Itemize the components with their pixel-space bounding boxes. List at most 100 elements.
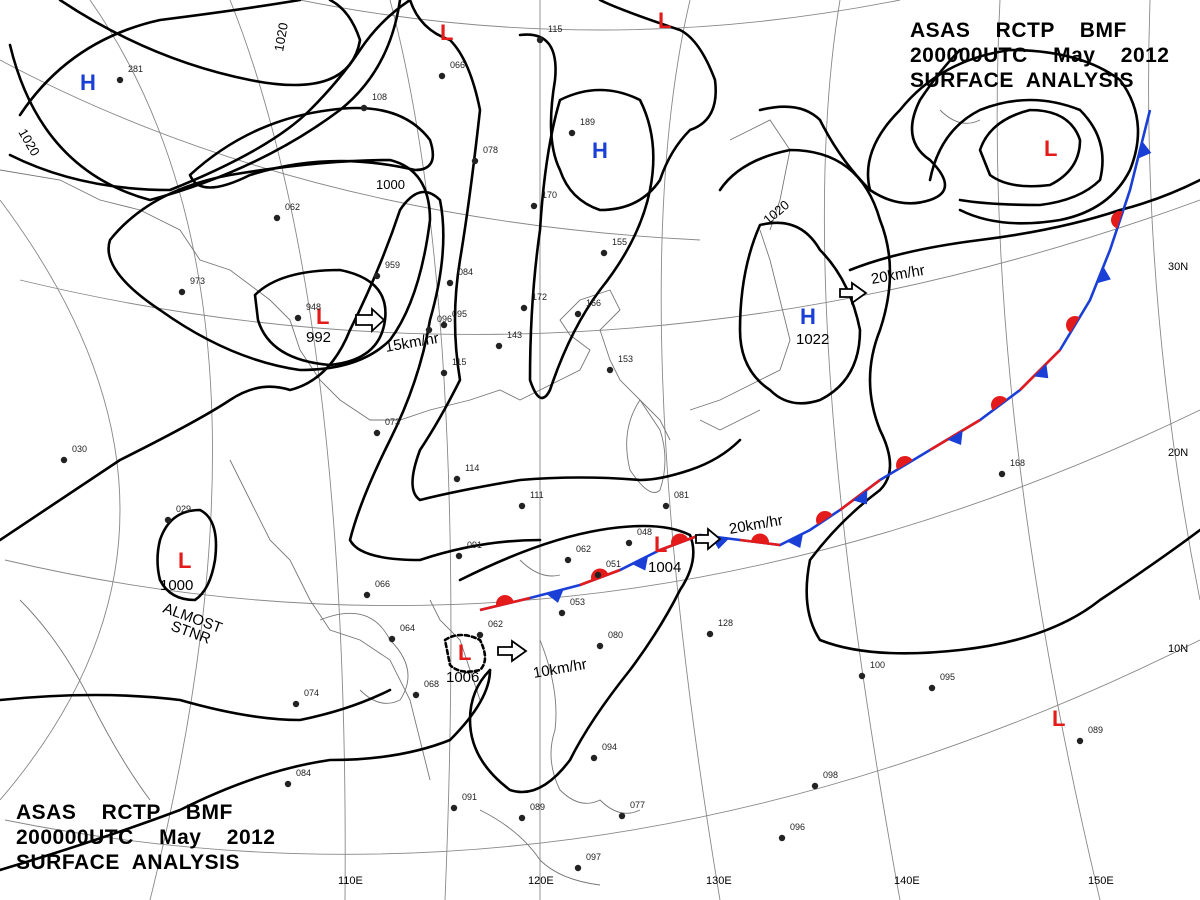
- station-pressure-value: 281: [128, 64, 143, 74]
- station-pressure-value: 066: [450, 60, 465, 70]
- station-symbol: [1076, 737, 1084, 745]
- station-pressure-value: 073: [385, 417, 400, 427]
- station-symbol: [425, 326, 433, 334]
- station-pressure-value: 115: [452, 357, 466, 367]
- motion-arrow: [695, 527, 722, 551]
- station-pressure-value: 091: [467, 540, 482, 550]
- motion-arrow: [497, 639, 528, 663]
- isobar: [8, 0, 412, 192]
- header-line-3: SURFACE ANALYSIS: [910, 69, 1134, 92]
- latitude-labels: 30N 20N 10N: [1168, 261, 1188, 655]
- station-symbol: [778, 834, 786, 842]
- isobar: [528, 88, 655, 400]
- station-symbol: [536, 36, 544, 44]
- station-symbol: [574, 310, 582, 318]
- station-pressure-value: 143: [507, 330, 522, 340]
- station-symbol: [412, 691, 420, 699]
- low-pressure-center: L: [654, 532, 667, 557]
- station-symbol: [440, 321, 448, 329]
- central-pressure-value: 1000: [160, 577, 193, 594]
- low-pressure-center: L: [458, 640, 471, 665]
- isobar: [0, 668, 492, 872]
- header-line-1: ASAS RCTP BMF: [16, 801, 233, 824]
- station-pressure-value: 172: [532, 292, 547, 302]
- station-symbol: [60, 456, 68, 464]
- cold-front-triangle: [852, 489, 868, 505]
- isobar: [758, 48, 962, 205]
- station-pressure-value: 080: [608, 630, 623, 640]
- low-pressure-center: L: [658, 8, 671, 33]
- chart-header-top: ASAS RCTP BMF 200000UTC May 2012 SURFACE…: [910, 18, 1169, 93]
- lon-label: 120E: [528, 875, 554, 887]
- station-symbol: [530, 202, 538, 210]
- station-pressure-value: 078: [483, 145, 498, 155]
- station-observations: 281 078 115 066 108 189 170 155 172 166 143 153 096 9…: [60, 24, 1103, 872]
- station-pressure-value: 089: [1088, 725, 1103, 735]
- cold-front-triangle: [947, 430, 963, 446]
- station-symbol: [292, 700, 300, 708]
- station-pressure-value: 095: [452, 309, 467, 319]
- station-pressure-value: 094: [602, 742, 617, 752]
- station-symbol: [471, 157, 479, 165]
- high-pressure-center: H: [80, 70, 96, 95]
- low-pressure-center: L: [316, 304, 329, 329]
- lat-label: 30N: [1168, 261, 1188, 273]
- station-pressure-value: 973: [190, 276, 205, 286]
- station-symbol: [590, 754, 598, 762]
- station-pressure-value: 096: [790, 822, 805, 832]
- isobar: [848, 178, 1200, 272]
- station-symbol: [495, 342, 503, 350]
- isobar: [978, 108, 1082, 188]
- cold-front-triangle: [631, 555, 649, 571]
- station-pressure-value: 077: [630, 800, 645, 810]
- longitude-labels: 110E 120E 130E 140E 150E: [338, 875, 1114, 887]
- station-pressure-value: 166: [586, 298, 601, 308]
- station-pressure-value: 098: [823, 770, 838, 780]
- isobar-label: 1000: [376, 177, 405, 192]
- isobar: [58, 0, 362, 87]
- lon-label: 140E: [894, 875, 920, 887]
- cold-front-triangle: [1033, 363, 1049, 379]
- station-symbol: [453, 475, 461, 483]
- station-pressure-value: 114: [465, 463, 479, 473]
- station-pressure-value: 048: [637, 527, 652, 537]
- coastlines: [0, 109, 981, 886]
- motion-arrow: [839, 281, 868, 305]
- station-symbol: [706, 630, 714, 638]
- warm-front-semicircle: [496, 595, 514, 607]
- station-pressure-value: 089: [530, 802, 545, 812]
- station-pressure-value: 062: [576, 544, 591, 554]
- motion-arrow: [355, 306, 386, 334]
- central-pressure-value: 1022: [796, 331, 829, 348]
- station-symbol: [164, 516, 172, 524]
- low-pressure-center: L: [440, 20, 453, 45]
- station-symbol: [388, 635, 396, 643]
- station-pressure-value: 097: [586, 852, 601, 862]
- station-symbol: [600, 249, 608, 257]
- station-symbol: [284, 780, 292, 788]
- isobar: [866, 48, 1140, 225]
- station-symbol: [440, 369, 448, 377]
- station-pressure-value: 066: [375, 579, 390, 589]
- station-pressure-value: 128: [718, 618, 733, 628]
- station-symbol: [811, 782, 819, 790]
- pressure-centers: H L L H L 992 H 1022 L L 1000 L 1004 L 1…: [80, 8, 1065, 731]
- isobar: [718, 148, 1200, 655]
- lat-label: 10N: [1168, 643, 1188, 655]
- station-symbol: [858, 672, 866, 680]
- station-pressure-value: 948: [306, 302, 321, 312]
- front-symbols: [496, 141, 1152, 607]
- station-pressure-value: 062: [488, 619, 503, 629]
- cold-front-triangle: [1137, 141, 1152, 159]
- station-pressure-value: 074: [304, 688, 319, 698]
- station-symbol: [520, 304, 528, 312]
- header-line-2: 200000UTC May 2012: [910, 44, 1170, 67]
- station-symbol: [476, 631, 484, 639]
- station-pressure-value: 170: [542, 190, 557, 200]
- warm-front-semicircle: [991, 395, 1008, 411]
- station-symbol: [594, 571, 602, 579]
- station-symbol: [625, 539, 633, 547]
- header-line-3: SURFACE ANALYSIS: [16, 851, 240, 874]
